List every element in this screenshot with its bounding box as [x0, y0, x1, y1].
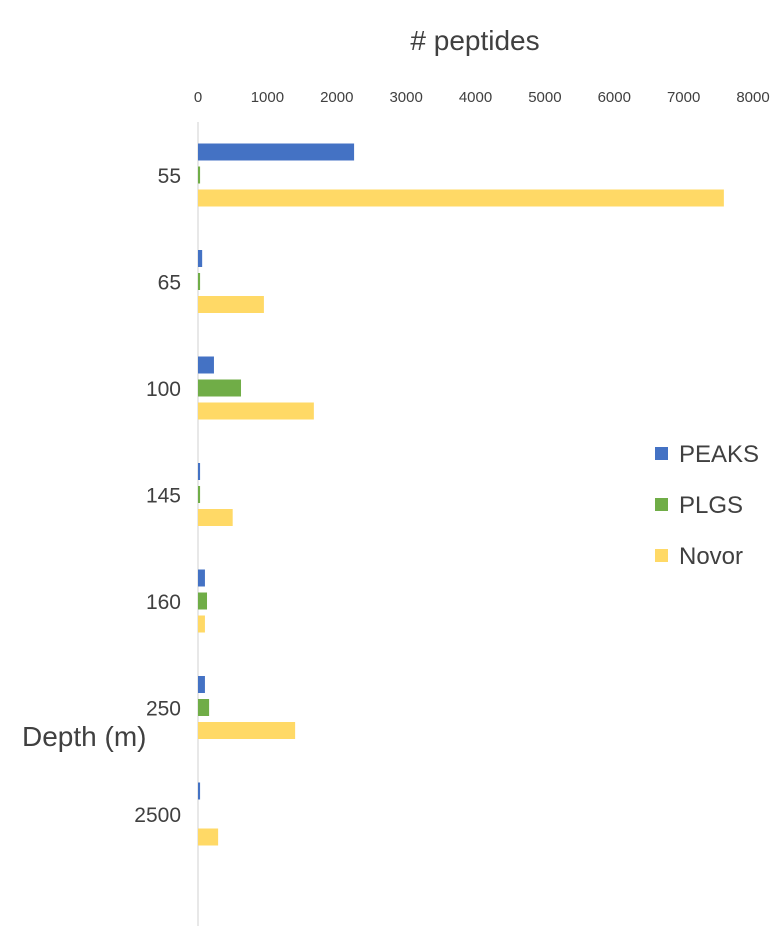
legend-label-peaks: PEAKS — [679, 441, 759, 468]
bar-plgs-160 — [198, 592, 208, 610]
bar-plgs-55 — [198, 166, 201, 184]
y-category-label: 2500 — [134, 804, 181, 827]
legend-swatch-plgs — [655, 498, 668, 511]
y-axis-category-labels: 55 65 100 145 160 250 2500 — [134, 165, 181, 827]
x-axis-title: # peptides — [410, 25, 539, 56]
legend: PEAKS PLGS Novor — [655, 441, 759, 570]
bar-novor-55 — [198, 189, 724, 207]
bar-peaks-2500 — [198, 782, 201, 800]
x-axis-ticks: 0 1000 2000 3000 4000 5000 6000 7000 8000 — [194, 89, 770, 106]
x-tick-label: 6000 — [598, 89, 631, 106]
bar-peaks-100 — [198, 356, 214, 374]
bar-novor-65 — [198, 296, 264, 313]
x-tick-label: 4000 — [459, 89, 492, 106]
bar-peaks-250 — [198, 676, 205, 693]
bar-novor-250 — [198, 722, 296, 739]
legend-label-plgs: PLGS — [679, 492, 743, 519]
legend-label-novor: Novor — [679, 543, 743, 570]
bar-novor-100 — [198, 402, 314, 420]
bar-peaks-160 — [198, 569, 205, 587]
bar-novor-2500 — [198, 828, 219, 846]
bar-novor-145 — [198, 509, 233, 526]
x-tick-label: 7000 — [667, 89, 700, 106]
x-tick-label: 1000 — [251, 89, 284, 106]
bar-peaks-65 — [198, 250, 203, 267]
legend-swatch-peaks — [655, 447, 668, 460]
legend-swatch-novor — [655, 549, 668, 562]
y-category-label: 55 — [158, 165, 181, 188]
x-tick-label: 3000 — [389, 89, 422, 106]
bar-plgs-250 — [198, 699, 210, 716]
bar-peaks-55 — [198, 143, 355, 161]
x-tick-label: 2000 — [320, 89, 353, 106]
bar-peaks-145 — [198, 463, 201, 480]
bars — [198, 143, 724, 846]
y-category-label: 250 — [146, 698, 181, 721]
x-tick-label: 8000 — [736, 89, 769, 106]
bar-plgs-145 — [198, 486, 201, 503]
y-category-label: 145 — [146, 485, 181, 508]
bar-plgs-65 — [198, 273, 201, 290]
bar-novor-160 — [198, 615, 205, 633]
y-category-label: 160 — [146, 591, 181, 614]
y-category-label: 100 — [146, 378, 181, 401]
x-tick-label: 5000 — [528, 89, 561, 106]
y-category-label: 65 — [158, 272, 181, 295]
x-tick-label: 0 — [194, 89, 202, 106]
bar-plgs-100 — [198, 379, 242, 397]
y-axis-title: Depth (m) — [22, 721, 146, 752]
